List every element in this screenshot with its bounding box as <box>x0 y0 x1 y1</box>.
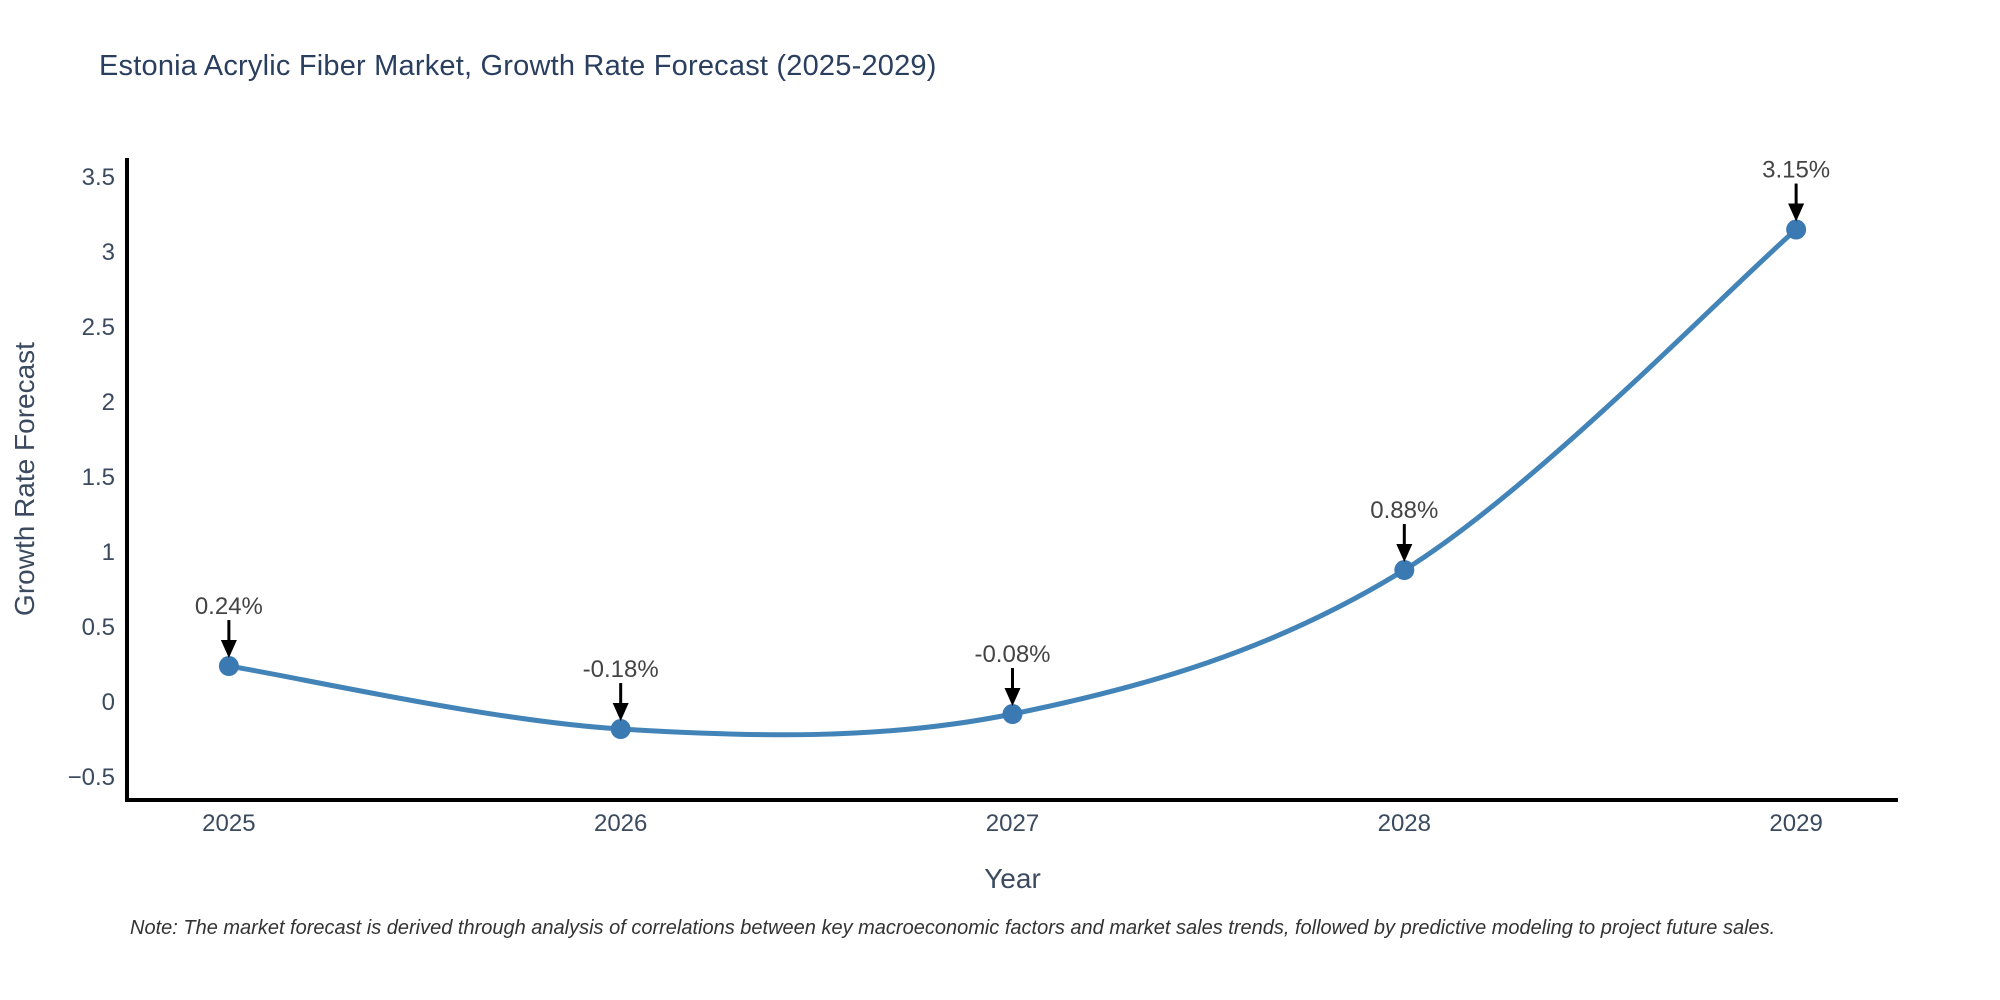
axis-lines <box>125 158 1898 802</box>
y-tick-label: 1.5 <box>82 464 115 491</box>
y-tick-label: −0.5 <box>68 764 115 791</box>
x-tick-label: 2027 <box>986 810 1039 837</box>
data-point-marker <box>1002 704 1023 725</box>
annotation-label: -0.08% <box>974 641 1050 668</box>
y-axis-title: Growth Rate Forecast <box>9 342 40 616</box>
chart-title: Estonia Acrylic Fiber Market, Growth Rat… <box>99 50 937 82</box>
data-point-marker <box>218 656 239 677</box>
annotation-arrowhead-icon <box>1396 544 1413 563</box>
forecast-line <box>226 227 1799 738</box>
chart-note: Note: The market forecast is derived thr… <box>130 917 1776 939</box>
data-point-marker <box>610 719 631 740</box>
y-tick-label: 3.5 <box>82 164 115 191</box>
y-tick-label: 3 <box>102 239 115 266</box>
y-tick-label: 0 <box>102 689 115 716</box>
annotation-arrowhead-icon <box>1788 203 1805 222</box>
annotation-label: 3.15% <box>1762 157 1830 184</box>
x-tick-label: 2025 <box>202 810 255 837</box>
annotation-label: 0.24% <box>195 593 263 620</box>
data-point-marker <box>1786 219 1807 240</box>
annotation-arrowhead-icon <box>220 640 237 659</box>
annotation-label: 0.88% <box>1370 497 1438 524</box>
annotation-arrowhead-icon <box>612 703 629 722</box>
annotation-label: -0.18% <box>583 656 659 683</box>
x-axis-title: Year <box>984 863 1041 894</box>
y-tick-label: 2.5 <box>82 314 115 341</box>
annotation-arrowhead-icon <box>1004 688 1021 707</box>
y-tick-label: 1 <box>102 539 115 566</box>
x-tick-label: 2028 <box>1378 810 1431 837</box>
x-tick-label: 2026 <box>594 810 647 837</box>
y-tick-label: 0.5 <box>82 614 115 641</box>
x-tick-label: 2029 <box>1769 810 1822 837</box>
y-tick-label: 2 <box>102 389 115 416</box>
data-point-marker <box>1394 560 1415 581</box>
